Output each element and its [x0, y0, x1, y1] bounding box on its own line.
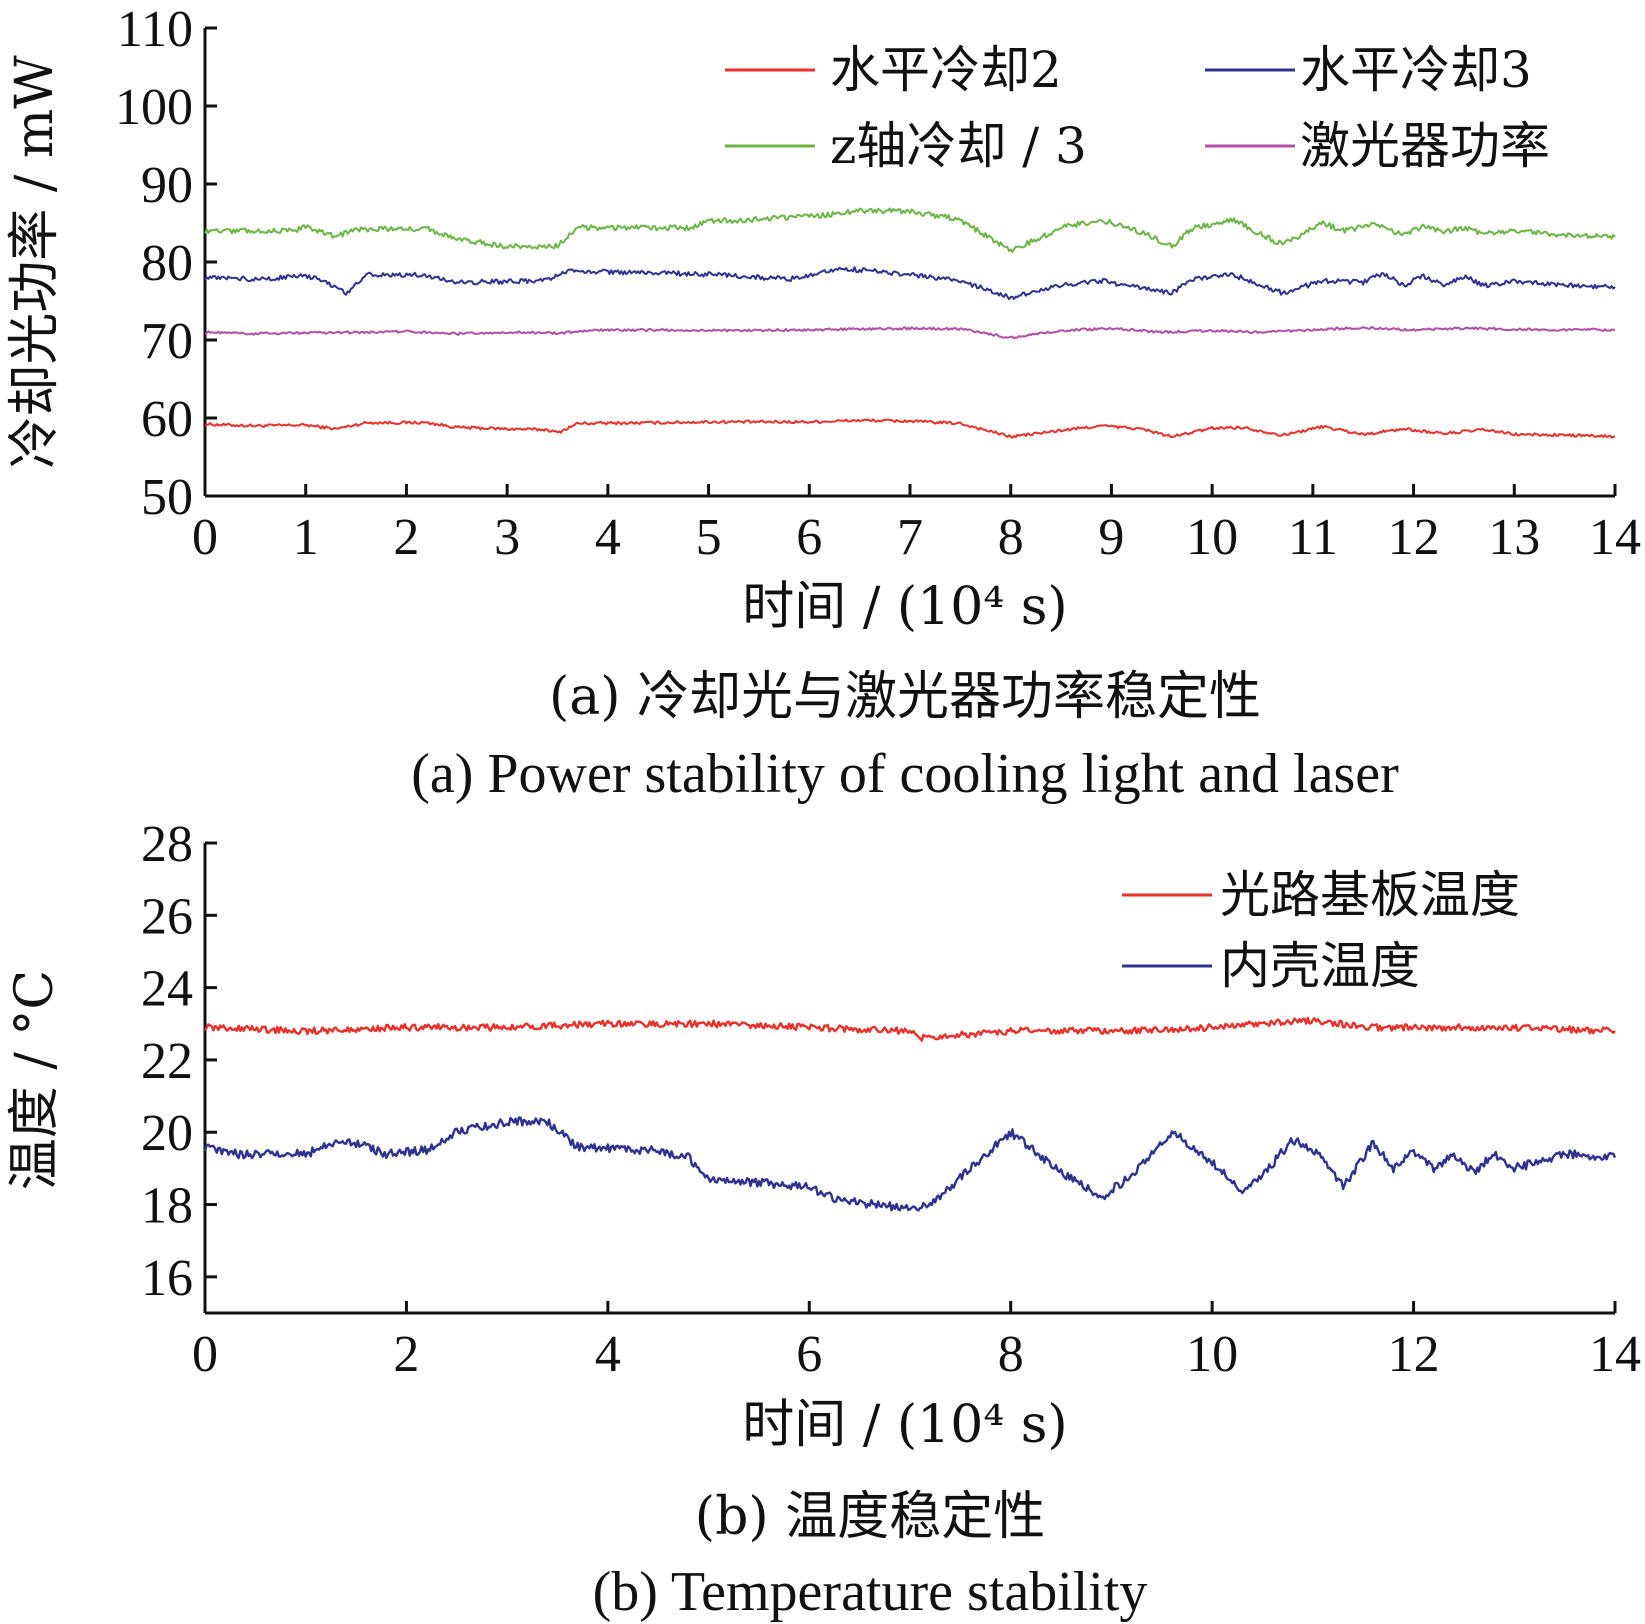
chart-a-series-line-1 — [204, 266, 1616, 301]
chart-a-x-tick-label: 8 — [998, 509, 1024, 566]
legend-label-board-temperature: 光路基板温度 — [1220, 866, 1520, 924]
chart-a-y-tick-label: 60 — [141, 391, 193, 448]
chart-b-x-tick-label: 8 — [998, 1326, 1024, 1383]
chart-a-plot-area — [204, 207, 1616, 439]
chart-b-y-tick-label: 24 — [141, 961, 193, 1018]
chart-a-y-tick-label: 90 — [141, 157, 193, 214]
chart-a-y-tick-label: 70 — [141, 313, 193, 370]
chart-b-y-tick-label: 22 — [141, 1033, 193, 1090]
chart-a-y-tick-label: 110 — [117, 1, 193, 58]
chart-a-x-tick-label: 11 — [1288, 509, 1338, 566]
legend-label-laser-power: 激光器功率 — [1300, 117, 1550, 175]
chart-a-x-tick-label: 4 — [595, 509, 621, 566]
chart-a-x-tick-label: 6 — [796, 509, 822, 566]
legend-label-inner-shell-temperature: 内壳温度 — [1220, 937, 1420, 995]
chart-b-y-tick-label: 16 — [141, 1250, 193, 1307]
chart-b-legend: 光路基板温度 内壳温度 — [1122, 866, 1520, 995]
legend-label-z-cooling: z轴冷却 / 3 — [830, 117, 1087, 175]
chart-a-y-tick-label: 100 — [115, 79, 193, 136]
chart-a-x-tick-label: 12 — [1388, 509, 1440, 566]
chart-a-x-tick-label: 1 — [293, 509, 319, 566]
chart-b-y-tick-label: 20 — [141, 1105, 193, 1162]
chart-a-x-axis-label: 时间 / (10⁴ s) — [742, 577, 1067, 637]
chart-a-x-tick-label: 13 — [1488, 509, 1540, 566]
chart-a-series-line-2 — [204, 207, 1616, 253]
chart-a-series-line-3 — [204, 326, 1616, 340]
chart-a-caption-zh: (a) 冷却光与激光器功率稳定性 — [549, 667, 1261, 727]
chart-b-x-tick-label: 10 — [1186, 1326, 1238, 1383]
chart-b-plot-area — [203, 1016, 1617, 1212]
chart-b-x-tick-label: 6 — [796, 1326, 822, 1383]
chart-a-x-tick-label: 14 — [1589, 509, 1641, 566]
chart-b-y-axis-label: 温度 / °C — [5, 970, 65, 1190]
chart-a-x-tick-label: 0 — [192, 509, 218, 566]
chart-b-y-tick-label: 18 — [141, 1178, 193, 1235]
chart-b-series-line-0 — [203, 1016, 1616, 1042]
legend-label-horizontal-cooling-3: 水平冷却3 — [1300, 41, 1532, 99]
chart-a-x-tick-label: 10 — [1186, 509, 1238, 566]
chart-a-x-tick-label: 7 — [897, 509, 923, 566]
chart-a-legend: 水平冷却2 水平冷却3 z轴冷却 / 3 激光器功率 — [725, 41, 1550, 175]
chart-a-x-tick-label: 3 — [494, 509, 520, 566]
chart-a-y-axis-label: 冷却光功率 / mW — [5, 55, 65, 469]
chart-a-y-tick-label: 50 — [141, 469, 193, 526]
chart-b-series-line-1 — [203, 1116, 1617, 1212]
chart-b-caption-zh: (b) 温度稳定性 — [695, 1487, 1045, 1547]
legend-label-horizontal-cooling-2: 水平冷却2 — [830, 41, 1062, 99]
chart-a-caption-en: (a) Power stability of cooling light and… — [411, 743, 1399, 805]
chart-a-x-tick-label: 5 — [696, 509, 722, 566]
chart-b-x-tick-label: 0 — [192, 1326, 218, 1383]
chart-b-x-tick-label: 12 — [1388, 1326, 1440, 1383]
chart-a-x-tick-label: 9 — [1098, 509, 1124, 566]
chart-b-y-tick-label: 26 — [141, 888, 193, 945]
chart-a-series-line-0 — [204, 418, 1615, 439]
chart-a-x-tick-label: 2 — [393, 509, 419, 566]
chart-b-caption-en: (b) Temperature stability — [593, 1561, 1148, 1623]
chart-b-x-tick-label: 14 — [1589, 1326, 1641, 1383]
chart-b-x-axis-label: 时间 / (10⁴ s) — [742, 1395, 1067, 1455]
chart-b-x-tick-label: 4 — [595, 1326, 621, 1383]
chart-b-y-tick-label: 28 — [141, 816, 193, 873]
chart-b-x-tick-label: 2 — [393, 1326, 419, 1383]
chart-a-y-tick-label: 80 — [141, 235, 193, 292]
